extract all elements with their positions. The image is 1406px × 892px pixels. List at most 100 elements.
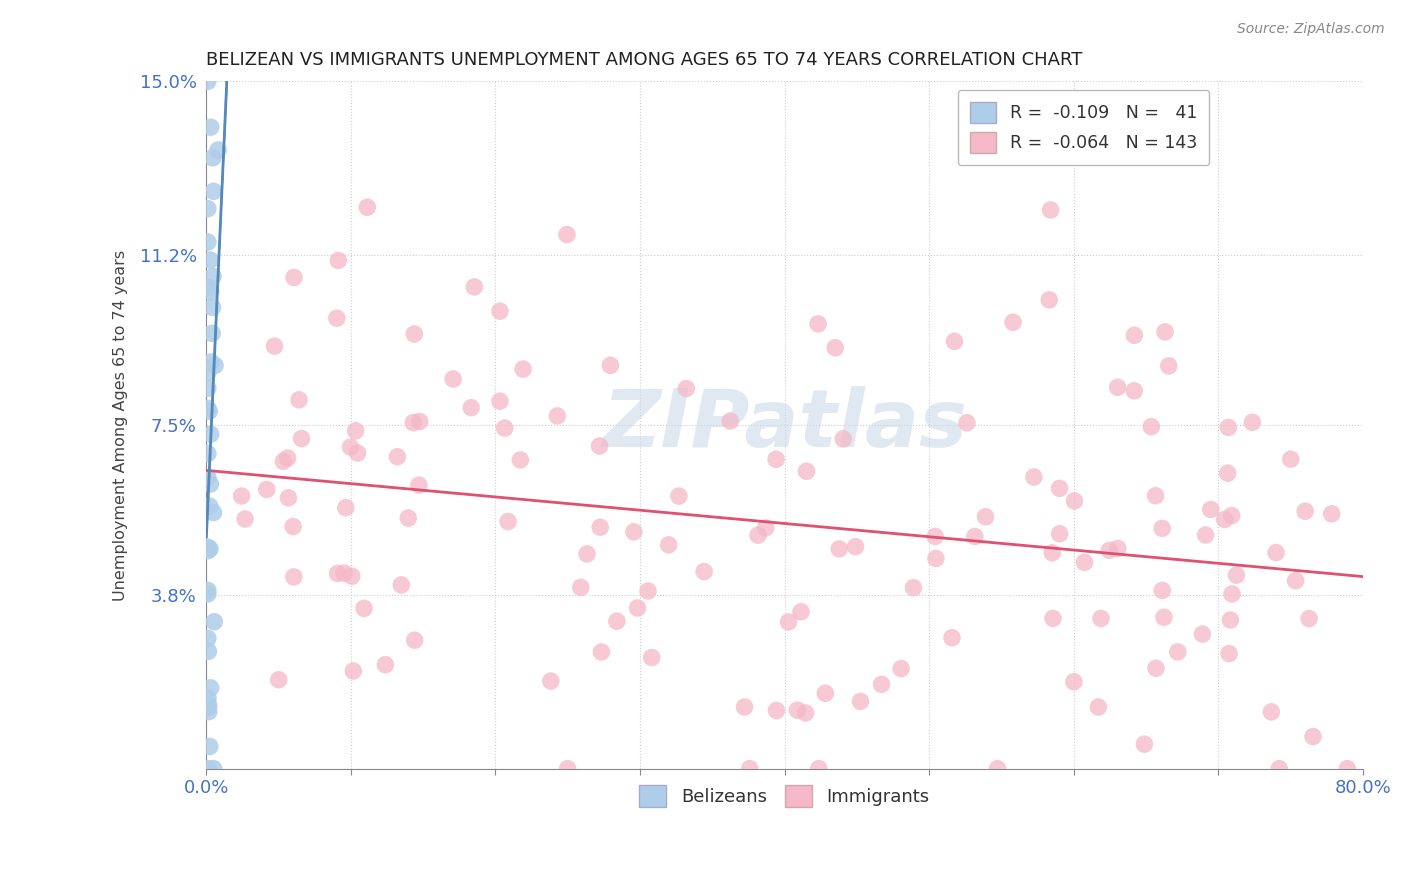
Point: [202, 506, 225, 520]
Point: [658, 538, 681, 552]
Point: [1063, 494, 1085, 508]
Point: [790, 605, 813, 619]
Point: [588, 439, 610, 453]
Point: [1140, 419, 1163, 434]
Point: [832, 432, 855, 446]
Point: [1107, 541, 1129, 556]
Point: [197, 644, 219, 658]
Point: [1219, 613, 1241, 627]
Point: [288, 392, 311, 407]
Point: [1039, 202, 1062, 217]
Point: [353, 601, 375, 615]
Point: [202, 184, 225, 198]
Point: [346, 446, 368, 460]
Point: [1154, 325, 1177, 339]
Point: [765, 704, 787, 718]
Point: [1216, 466, 1239, 480]
Point: [1087, 700, 1109, 714]
Point: [807, 762, 830, 776]
Point: [402, 416, 425, 430]
Point: [201, 301, 224, 315]
Point: [794, 706, 817, 720]
Point: [1260, 705, 1282, 719]
Point: [200, 120, 222, 135]
Point: [814, 686, 837, 700]
Point: [339, 440, 361, 454]
Point: [844, 540, 866, 554]
Point: [591, 645, 613, 659]
Point: [1213, 512, 1236, 526]
Point: [198, 499, 221, 513]
Point: [1038, 293, 1060, 307]
Point: [1218, 420, 1240, 434]
Point: [1144, 661, 1167, 675]
Point: [755, 521, 778, 535]
Point: [198, 698, 221, 713]
Point: [1123, 384, 1146, 398]
Point: [576, 547, 599, 561]
Point: [786, 703, 808, 717]
Point: [557, 762, 579, 776]
Point: [441, 372, 464, 386]
Point: [1294, 504, 1316, 518]
Point: [1302, 730, 1324, 744]
Point: [1090, 611, 1112, 625]
Point: [1191, 627, 1213, 641]
Point: [277, 450, 299, 465]
Point: [283, 270, 305, 285]
Point: [1073, 555, 1095, 569]
Point: [197, 762, 219, 776]
Point: [333, 566, 356, 580]
Point: [256, 483, 278, 497]
Point: [396, 511, 419, 525]
Point: [890, 662, 912, 676]
Point: [489, 394, 512, 409]
Text: Source: ZipAtlas.com: Source: ZipAtlas.com: [1237, 22, 1385, 37]
Point: [1167, 645, 1189, 659]
Point: [1022, 470, 1045, 484]
Point: [1218, 647, 1240, 661]
Point: [198, 252, 221, 267]
Point: [1152, 583, 1174, 598]
Point: [198, 541, 221, 556]
Point: [489, 304, 512, 318]
Point: [197, 540, 219, 554]
Point: [197, 401, 219, 416]
Point: [828, 541, 851, 556]
Point: [200, 285, 222, 299]
Point: [340, 569, 363, 583]
Point: [197, 447, 219, 461]
Point: [197, 381, 219, 395]
Point: [1298, 612, 1320, 626]
Point: [344, 424, 367, 438]
Point: [335, 500, 357, 515]
Point: [404, 633, 426, 648]
Point: [460, 401, 482, 415]
Point: [765, 452, 787, 467]
Point: [1320, 507, 1343, 521]
Point: [267, 673, 290, 687]
Point: [197, 235, 219, 249]
Point: [956, 416, 979, 430]
Point: [197, 691, 219, 706]
Point: [1284, 574, 1306, 588]
Point: [675, 382, 697, 396]
Point: [231, 489, 253, 503]
Point: [198, 280, 221, 294]
Point: [201, 269, 224, 284]
Point: [1157, 359, 1180, 373]
Point: [328, 253, 350, 268]
Point: [1220, 508, 1243, 523]
Point: [326, 566, 349, 581]
Point: [356, 200, 378, 214]
Point: [326, 311, 349, 326]
Point: [263, 339, 285, 353]
Point: [738, 762, 761, 776]
Point: [200, 477, 222, 491]
Point: [668, 489, 690, 503]
Point: [233, 512, 256, 526]
Point: [1133, 737, 1156, 751]
Point: [197, 74, 219, 88]
Point: [540, 674, 562, 689]
Point: [198, 404, 221, 418]
